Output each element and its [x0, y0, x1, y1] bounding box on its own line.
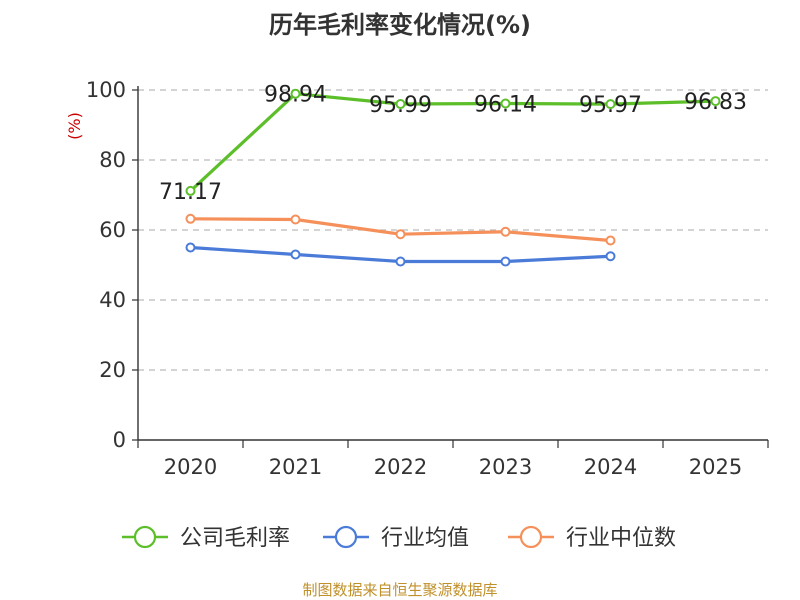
series-1-point-2020	[185, 242, 196, 253]
data-labels: 71.17 98.94 95.99 96.14 95.97 96.83	[159, 83, 747, 205]
data-label-2020: 71.17	[159, 180, 222, 205]
data-label-2024: 95.97	[579, 93, 642, 118]
series-0-point-2020	[185, 185, 196, 196]
series-line-0	[189, 92, 716, 193]
legend-item-1[interactable]: 行业均值	[323, 525, 469, 551]
x-tick-label-2022: 2022	[374, 455, 427, 479]
series-0-point-2024	[605, 99, 616, 110]
legend-label-1: 行业均值	[381, 526, 469, 551]
data-label-2022: 95.99	[369, 93, 432, 118]
axes: 0 20 40 60 80 100 2020 2021 2022 2023 2024 2025	[86, 78, 769, 479]
series-2-point-2020	[185, 213, 196, 224]
y-axis-unit-label: (%)	[65, 112, 84, 140]
series-lines	[185, 88, 721, 267]
x-tick-label-2021: 2021	[269, 455, 322, 479]
legend[interactable]: 公司毛利率 行业均值 行业中位数	[122, 525, 676, 551]
y-tick-label-40: 40	[99, 288, 126, 312]
series-2-point-2022	[395, 229, 406, 240]
data-label-2025: 96.83	[684, 90, 747, 115]
legend-swatch-marker-2	[519, 525, 543, 549]
series-0-point-2021	[290, 88, 301, 99]
series-0-point-2023	[500, 98, 511, 109]
data-label-2023: 96.14	[474, 93, 537, 118]
series-2	[185, 213, 616, 246]
data-label-2021: 98.94	[264, 83, 327, 108]
x-tick-label-2025: 2025	[689, 455, 742, 479]
y-tick-label-80: 80	[99, 148, 126, 172]
series-1	[185, 242, 616, 267]
series-0	[185, 88, 721, 196]
grid-lines	[138, 89, 768, 371]
y-tick-label-100: 100	[86, 78, 126, 102]
source-note: 制图数据来自恒生聚源数据库	[302, 581, 497, 599]
series-0-point-2022	[395, 99, 406, 110]
series-1-point-2024	[605, 251, 616, 262]
chart-title: 历年毛利率变化情况(%)	[269, 11, 531, 39]
legend-swatch-marker-0	[133, 525, 157, 549]
series-2-point-2023	[500, 226, 511, 237]
legend-label-2: 行业中位数	[566, 526, 676, 551]
series-2-point-2024	[605, 235, 616, 246]
legend-swatch-marker-1	[334, 525, 358, 549]
y-tick-label-20: 20	[99, 358, 126, 382]
series-1-point-2023	[500, 256, 511, 267]
series-0-point-2025	[710, 96, 721, 107]
legend-item-0[interactable]: 公司毛利率	[122, 525, 290, 551]
y-tick-label-0: 0	[113, 428, 126, 452]
x-tick-label-2023: 2023	[479, 455, 532, 479]
x-tick-label-2024: 2024	[584, 455, 637, 479]
x-tick-label-2020: 2020	[164, 455, 217, 479]
legend-label-0: 公司毛利率	[180, 526, 290, 551]
series-2-point-2021	[290, 214, 301, 225]
legend-item-2[interactable]: 行业中位数	[508, 525, 676, 551]
y-tick-label-60: 60	[99, 218, 126, 242]
series-1-point-2021	[290, 249, 301, 260]
series-1-point-2022	[395, 256, 406, 267]
